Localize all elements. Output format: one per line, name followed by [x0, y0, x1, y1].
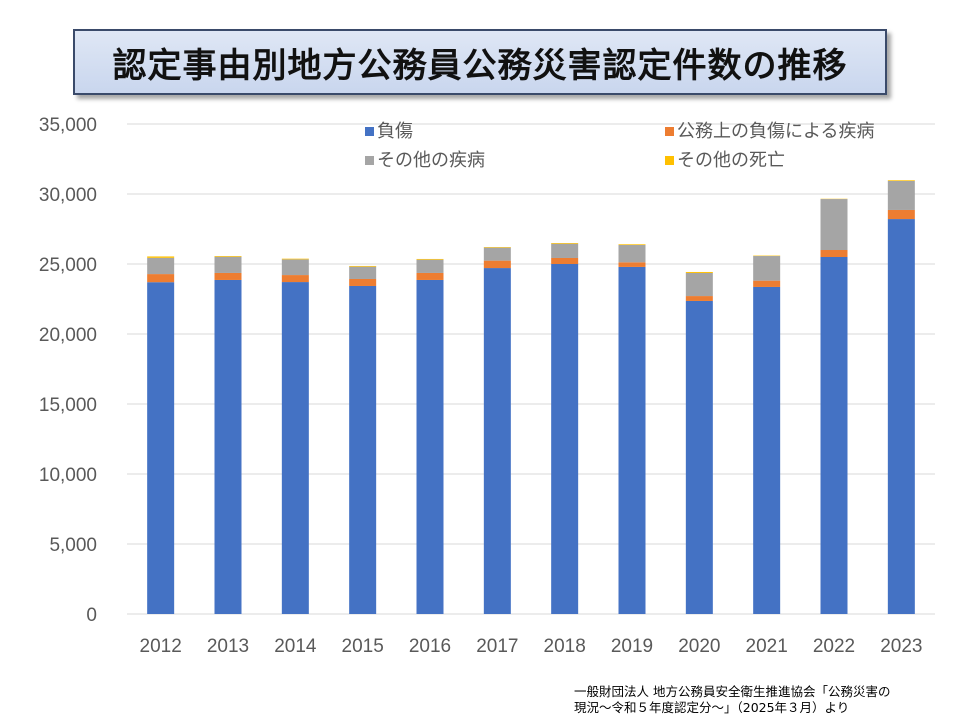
- x-tick-label: 2017: [476, 636, 518, 657]
- x-tick-label: 2023: [880, 636, 922, 657]
- x-tick-label: 2022: [813, 636, 855, 657]
- bar-segment: [618, 244, 646, 245]
- bar-segment: [685, 272, 713, 297]
- source-line-1: 一般財団法人 地方公務員安全衛生推進協会「公務災害の: [574, 684, 891, 699]
- bar-segment: [483, 268, 511, 614]
- bar-segment: [685, 296, 713, 301]
- y-tick-label: 5,000: [49, 535, 97, 556]
- bar-segment: [887, 180, 915, 210]
- legend-swatch: [365, 156, 374, 165]
- bar-segment: [685, 300, 713, 614]
- bar-segment: [618, 266, 646, 614]
- bar-segment: [349, 285, 377, 614]
- x-tick-label: 2015: [342, 636, 384, 657]
- y-tick-label: 15,000: [39, 395, 97, 416]
- y-tick-label: 0: [86, 605, 97, 626]
- bar-segment: [483, 247, 511, 248]
- bar-segment: [214, 272, 242, 280]
- bar-segment: [753, 256, 781, 281]
- bar-segment: [147, 256, 175, 258]
- bar-segment: [147, 282, 175, 614]
- bar-segment: [416, 259, 444, 273]
- source-note: 一般財団法人 地方公務員安全衛生推進協会「公務災害の 現況～令和５年度認定分～」…: [574, 684, 890, 716]
- bar-segment: [551, 243, 579, 244]
- title-banner: 認定事由別地方公務員公務災害認定件数の推移: [73, 29, 887, 95]
- legend-label: 公務上の負傷による疾病: [677, 121, 874, 142]
- bar-segment: [281, 275, 309, 283]
- bar-segment: [753, 286, 781, 614]
- x-tick-label: 2018: [544, 636, 586, 657]
- bar-segment: [820, 199, 848, 250]
- bar-segment: [349, 278, 377, 286]
- bar-segment: [147, 274, 175, 283]
- bar-segment: [551, 257, 579, 264]
- x-tick-label: 2016: [409, 636, 451, 657]
- x-tick-label: 2014: [274, 636, 317, 657]
- y-tick-label: 35,000: [39, 115, 97, 136]
- bar-segment: [214, 279, 242, 614]
- y-tick-label: 30,000: [39, 185, 97, 206]
- legend-swatch: [665, 127, 674, 136]
- bar-segment: [887, 180, 915, 181]
- bar-segment: [147, 257, 175, 275]
- x-tick-label: 2019: [611, 636, 653, 657]
- bar-segment: [887, 219, 915, 614]
- bar-segment: [820, 257, 848, 614]
- bar-segment: [551, 264, 579, 614]
- bar-segment: [685, 271, 713, 273]
- bar-segment: [416, 272, 444, 280]
- bar-segment: [416, 258, 444, 260]
- bar-segment: [281, 259, 309, 276]
- x-tick-label: 2021: [746, 636, 788, 657]
- source-line-2: 現況～令和５年度認定分～」（2025年３月）より: [574, 700, 850, 715]
- legend-label: 負傷: [377, 121, 413, 142]
- bar-segment: [281, 282, 309, 614]
- bar-segment: [820, 250, 848, 257]
- x-tick-label: 2020: [678, 636, 720, 657]
- bar-segment: [349, 266, 377, 279]
- bar-segment: [887, 209, 915, 220]
- legend-label: その他の死亡: [677, 150, 785, 171]
- bar-segment: [753, 280, 781, 287]
- bar-segment: [483, 247, 511, 261]
- bar-segment: [416, 279, 444, 614]
- legend-swatch: [365, 127, 374, 136]
- legend-label: その他の疾病: [377, 150, 485, 171]
- bar-segment: [618, 244, 646, 263]
- legend-swatch: [665, 156, 674, 165]
- y-tick-label: 10,000: [39, 465, 97, 486]
- chart-title: 認定事由別地方公務員公務災害認定件数の推移: [112, 45, 848, 86]
- bar-segment: [618, 262, 646, 267]
- x-tick-label: 2013: [207, 636, 249, 657]
- y-tick-label: 20,000: [39, 325, 97, 346]
- bar-segment: [214, 256, 242, 257]
- bar-segment: [551, 243, 579, 258]
- bar-segment: [483, 260, 511, 269]
- bar-segment: [281, 258, 309, 260]
- bar-segment: [214, 256, 242, 273]
- y-tick-label: 25,000: [39, 255, 97, 276]
- bar-segment: [349, 265, 377, 267]
- x-tick-label: 2012: [140, 636, 182, 657]
